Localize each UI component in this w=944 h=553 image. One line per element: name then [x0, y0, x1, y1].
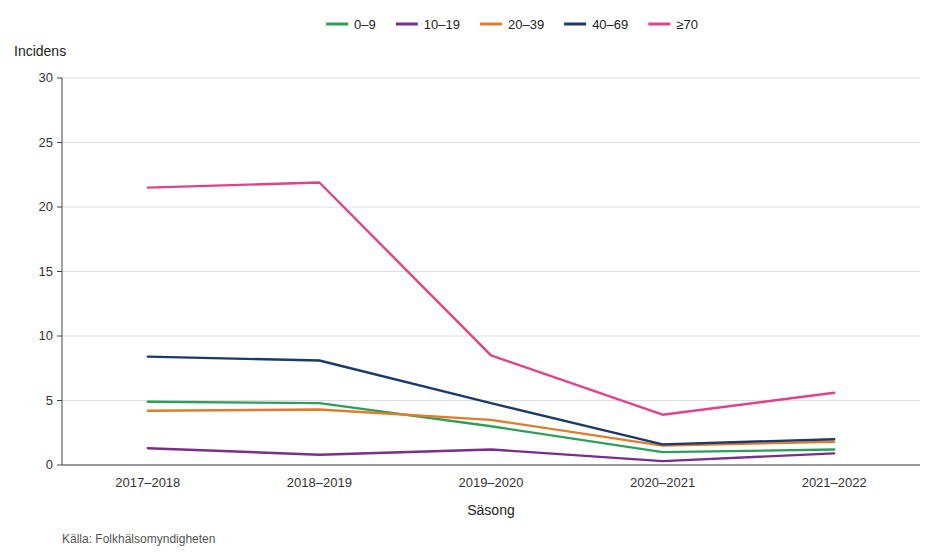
y-axis-line: [62, 78, 63, 465]
grid: [62, 78, 920, 465]
legend-item: 20–39: [480, 17, 544, 32]
chart: 0 5 10 15 20 25 30 2017–2018 2018–2019 2019–2020 2…: [0, 0, 944, 553]
grid-line: [62, 465, 920, 466]
legend-item: 40–69: [564, 17, 628, 32]
grid-line: [62, 207, 920, 208]
y-tick: [57, 400, 62, 401]
y-tick: [57, 465, 62, 466]
y-tick: [57, 271, 62, 272]
series-line: [148, 182, 834, 414]
grid-line: [62, 142, 920, 143]
legend-swatch: [326, 23, 348, 26]
legend-swatch: [648, 23, 670, 26]
legend-label: ≥70: [676, 17, 698, 32]
y-tick: [57, 207, 62, 208]
grid-line: [62, 271, 920, 272]
series-line: [148, 448, 834, 461]
series-line: [148, 410, 834, 446]
source: Källa: Folkhälsomyndigheten: [62, 532, 215, 546]
legend-item: ≥70: [648, 17, 698, 32]
y-tick: [57, 142, 62, 143]
legend-item: 10–19: [396, 17, 460, 32]
y-tick-label: 5: [46, 393, 53, 408]
y-tick-label: 25: [39, 135, 53, 150]
lines: [148, 182, 834, 461]
legend-label: 40–69: [592, 17, 628, 32]
legend-swatch: [564, 23, 586, 26]
y-tick-label: 20: [39, 199, 53, 214]
x-axis-line: [62, 465, 920, 466]
x-tick-label: 2021–2022: [802, 475, 867, 490]
legend-label: 10–19: [424, 17, 460, 32]
y-tick: [57, 336, 62, 337]
x-tick-label: 2017–2018: [115, 475, 180, 490]
series-line: [148, 402, 834, 452]
y-tick-label: 30: [39, 70, 53, 85]
legend-swatch: [480, 23, 502, 26]
legend-label: 20–39: [508, 17, 544, 32]
x-tick-label: 2019–2020: [458, 475, 523, 490]
legend-label: 0–9: [354, 17, 376, 32]
y-axis-title: Incidens: [14, 43, 66, 59]
legend-item: 0–9: [326, 17, 376, 32]
legend: 0–9 10–19 20–39 40–69 ≥70: [326, 17, 698, 32]
y-tick-label: 10: [39, 328, 53, 343]
x-tick-label: 2018–2019: [287, 475, 352, 490]
grid-line: [62, 336, 920, 337]
x-tick-label: 2020–2021: [630, 475, 695, 490]
grid-line: [62, 400, 920, 401]
grid-line: [62, 78, 920, 79]
y-tick-label: 0: [46, 457, 53, 472]
legend-swatch: [396, 23, 418, 26]
axes: 0 5 10 15 20 25 30 2017–2018 2018–2019 2019–2020 2…: [39, 70, 920, 490]
x-axis-title: Säsong: [467, 502, 514, 518]
y-tick: [57, 78, 62, 79]
y-tick-label: 15: [39, 264, 53, 279]
series-line: [148, 357, 834, 445]
